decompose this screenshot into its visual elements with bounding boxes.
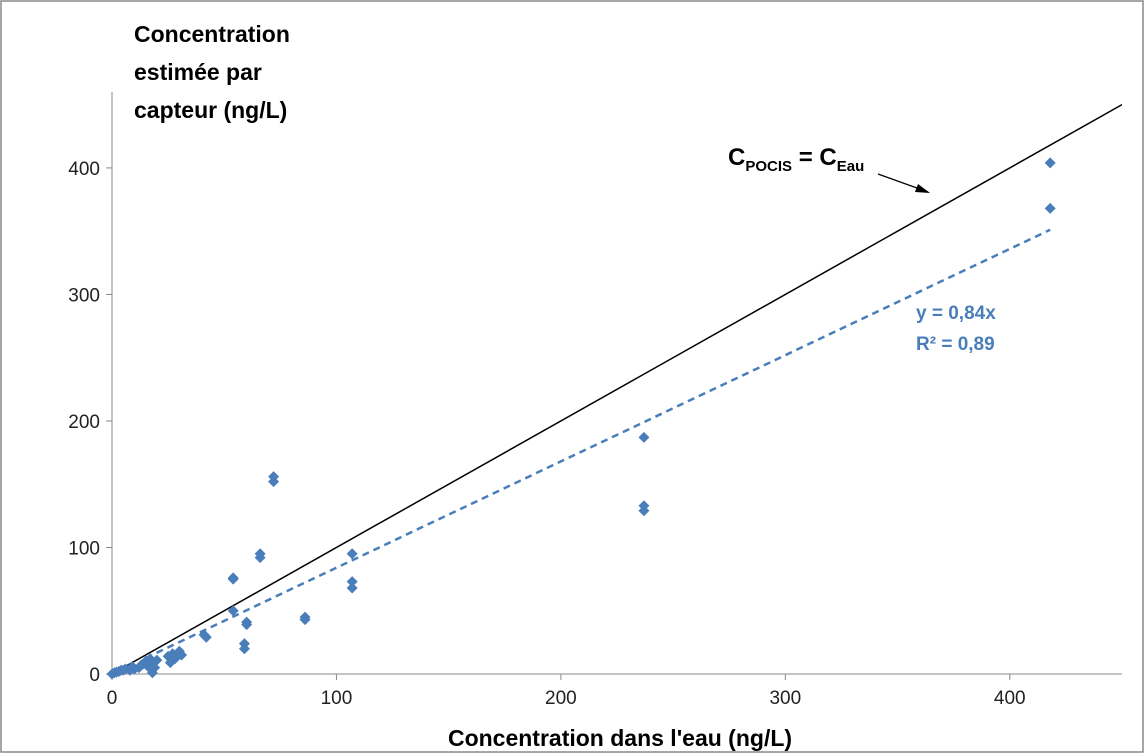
data-point xyxy=(346,548,358,560)
identity-label: CPOCIS = CEau xyxy=(728,144,864,175)
equation-label: y = 0,84x xyxy=(916,303,996,324)
y-tick-label: 200 xyxy=(68,412,100,433)
y-axis-title: Concentration estimée par capteur (ng/L) xyxy=(134,21,290,123)
data-point xyxy=(638,431,650,443)
data-point xyxy=(254,552,266,564)
y-tick-label: 100 xyxy=(68,538,100,559)
data-point xyxy=(241,619,253,631)
data-point xyxy=(151,654,163,666)
r-squared-label: R² = 0,89 xyxy=(916,334,995,355)
x-tick-label: 100 xyxy=(321,688,353,709)
identity-label-sub2: Eau xyxy=(837,158,865,175)
data-point xyxy=(227,605,239,617)
x-tick-label: 400 xyxy=(994,688,1026,709)
data-point xyxy=(238,643,250,655)
y-axis-title-line: estimée par xyxy=(134,59,262,85)
y-tick-label: 300 xyxy=(68,285,100,306)
trend-line xyxy=(145,228,1051,660)
data-point xyxy=(299,614,311,626)
identity-arrow-head xyxy=(915,184,930,193)
identity-label-sub1: POCIS xyxy=(745,158,792,175)
data-point xyxy=(176,649,188,661)
data-point xyxy=(346,582,358,594)
data-point xyxy=(227,573,239,585)
data-point xyxy=(1044,202,1056,214)
data-point xyxy=(638,505,650,517)
data-point xyxy=(346,576,358,588)
data-point xyxy=(268,476,280,488)
identity-line xyxy=(111,103,1123,675)
x-tick-label: 200 xyxy=(545,688,577,709)
y-tick-label: 0 xyxy=(89,665,100,686)
y-axis-title-line: Concentration xyxy=(134,21,290,47)
x-axis-ticks: 0 100 200 300 400 xyxy=(107,674,1026,709)
x-tick-label: 300 xyxy=(769,688,801,709)
data-point xyxy=(200,631,212,643)
y-axis-title-line: capteur (ng/L) xyxy=(134,97,287,123)
data-points xyxy=(106,157,1056,680)
y-tick-label: 400 xyxy=(68,159,100,180)
y-axis-ticks: 0 100 200 300 400 xyxy=(68,159,112,686)
identity-label-main: C xyxy=(728,144,745,171)
data-point xyxy=(1044,157,1056,169)
x-axis-title: Concentration dans l'eau (ng/L) xyxy=(448,725,792,751)
x-tick-label: 0 xyxy=(107,688,118,709)
identity-label-mid: = C xyxy=(792,144,837,171)
